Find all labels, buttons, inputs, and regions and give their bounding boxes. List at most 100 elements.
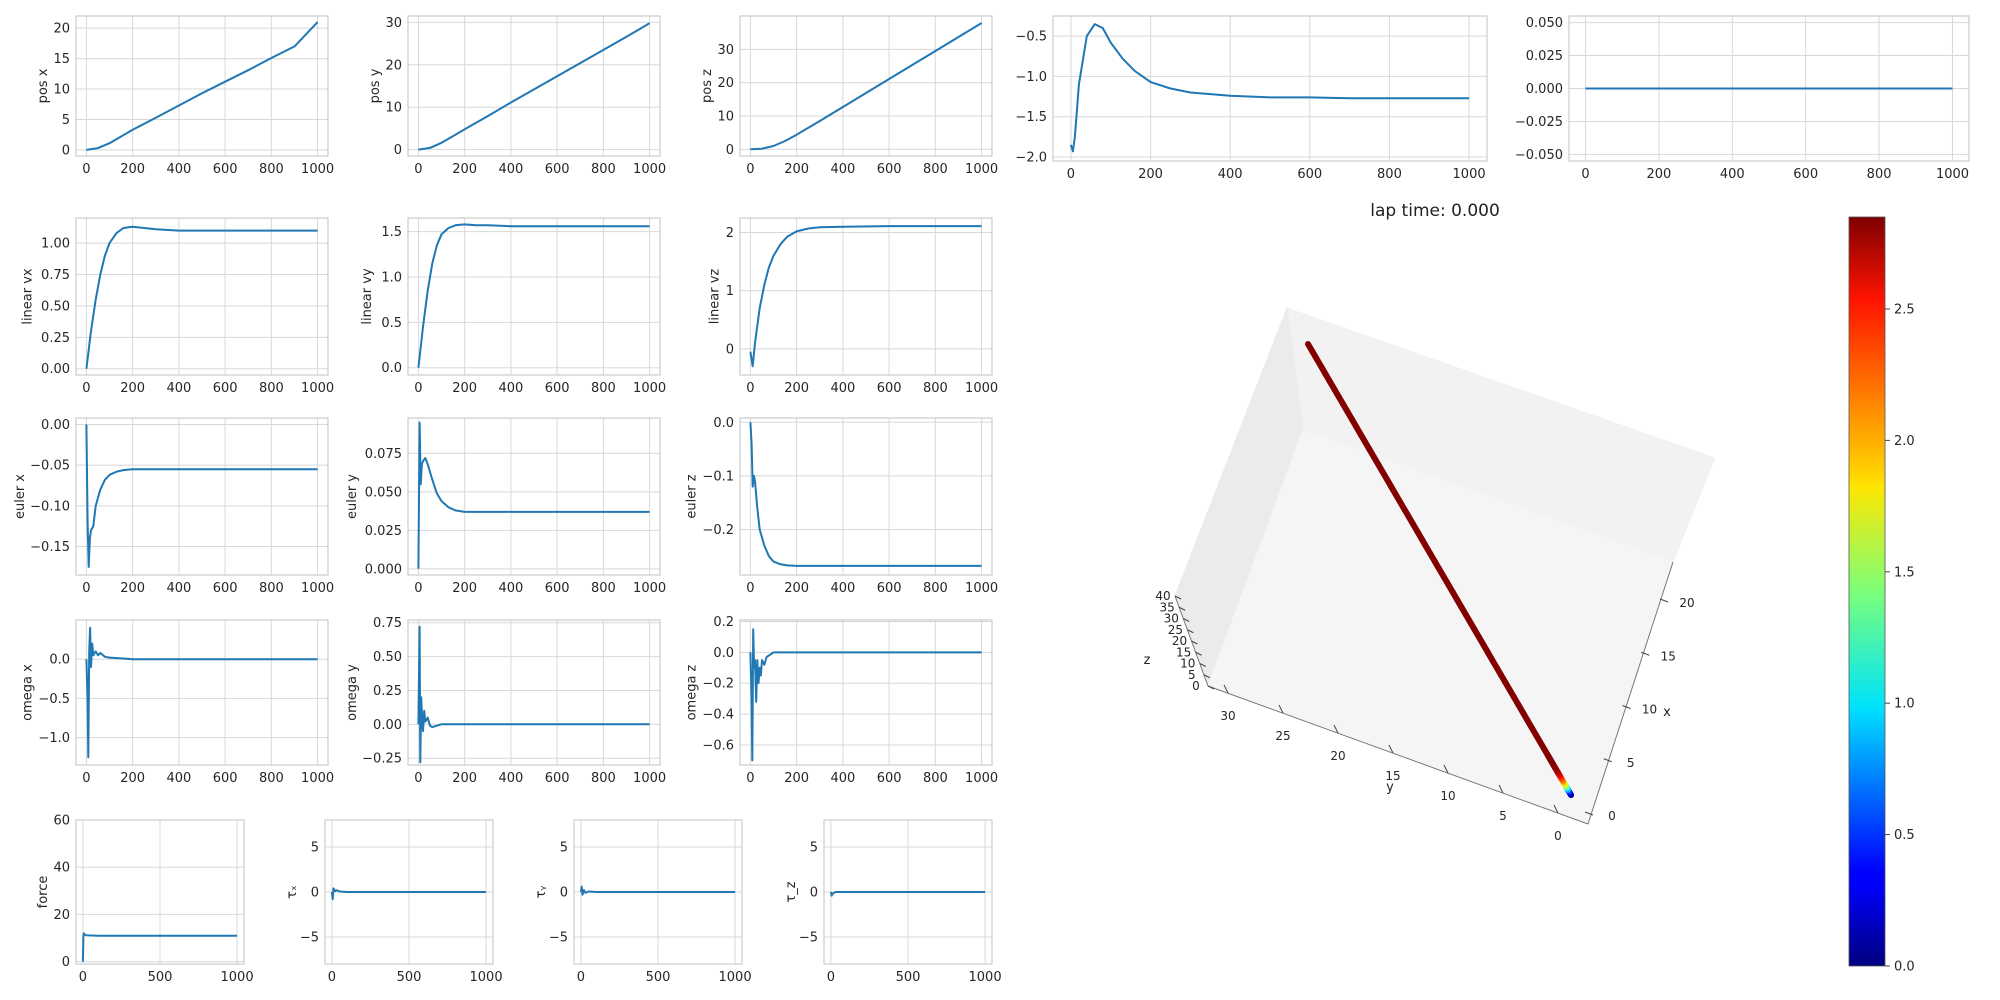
y-tick-label: 5 bbox=[810, 841, 818, 856]
y-tick-label: 10 bbox=[53, 83, 70, 98]
x-tick-label: 0 bbox=[82, 381, 90, 396]
x-tick-label: 1000 bbox=[633, 771, 666, 786]
y-tick-label: 0 bbox=[560, 886, 568, 901]
y-tick-label: 5 bbox=[560, 841, 568, 856]
y-tick-label: −0.050 bbox=[1515, 148, 1563, 163]
plot-area bbox=[76, 218, 328, 375]
x-tick-label: 0 bbox=[746, 162, 754, 177]
chart-linear-vx: 0 200 400 600 800 1000 0.00 0.25 0.50 0.75 1.00 lin… bbox=[21, 217, 334, 396]
x-tick-label: 0 bbox=[746, 581, 754, 596]
y-axis-label: linear vx bbox=[21, 268, 36, 325]
plot-frame bbox=[407, 417, 661, 576]
y-tick-label: 0 bbox=[1554, 829, 1562, 843]
y-tick-label: 20 bbox=[1330, 749, 1345, 763]
y-tick-label: −0.6 bbox=[702, 738, 734, 753]
y-axis-label: omega y bbox=[345, 664, 360, 721]
x-tick-label: 600 bbox=[1297, 167, 1322, 182]
x-tick-label: 400 bbox=[166, 162, 191, 177]
y-tick bbox=[1388, 744, 1394, 754]
x-tick-label: 400 bbox=[830, 162, 855, 177]
x-tick-label: 1000 bbox=[221, 970, 254, 985]
x-tick bbox=[1641, 651, 1650, 656]
y-tick-label: 1.00 bbox=[41, 237, 70, 252]
speed-colorbar: 0.0 0.5 1.0 1.5 2.0 2.5 bbox=[1848, 216, 1915, 975]
series-line bbox=[81, 932, 238, 962]
chart-omega-z: 0 200 400 600 800 1000 −0.6 −0.4 −0.2 0.0 0.2 omega… bbox=[685, 615, 999, 786]
x-tick-label: 600 bbox=[545, 162, 570, 177]
y-tick-label: 0.0 bbox=[713, 416, 734, 431]
y-tick-label: 0.75 bbox=[41, 268, 70, 283]
x-tick-label: 1000 bbox=[719, 970, 752, 985]
z-tick bbox=[1178, 606, 1186, 611]
z-tick bbox=[1199, 663, 1206, 667]
plot-area bbox=[740, 418, 992, 575]
z-tick-label: 35 bbox=[1159, 600, 1174, 614]
x-tick-label: 1000 bbox=[301, 581, 334, 596]
x-tick-label: 400 bbox=[498, 581, 523, 596]
x-tick bbox=[1603, 758, 1612, 763]
series-line bbox=[85, 225, 318, 369]
series-line bbox=[85, 424, 318, 568]
x-tick-label: 1000 bbox=[965, 381, 998, 396]
x-tick-label: 500 bbox=[397, 970, 422, 985]
x-tick-label: 400 bbox=[1720, 167, 1745, 182]
y-tick-label: 0.075 bbox=[365, 447, 402, 462]
chart-euler-z: 0 200 400 600 800 1000 −0.2 −0.1 0.0 euler z bbox=[685, 416, 999, 596]
y-tick-label: −0.2 bbox=[702, 523, 734, 538]
x-tick-label: 1000 bbox=[633, 581, 666, 596]
x-tick-label: 0 bbox=[82, 162, 90, 177]
y-tick-label: −0.05 bbox=[30, 459, 70, 474]
y-tick-label: 0.000 bbox=[365, 562, 402, 577]
x-tick-label: 800 bbox=[591, 381, 616, 396]
x-tick-label: 1000 bbox=[1936, 167, 1969, 182]
z-tick bbox=[1195, 651, 1202, 656]
x-tick-label: 1000 bbox=[965, 771, 998, 786]
y-tick-label: 15 bbox=[1385, 769, 1400, 783]
y-axis-label: omega z bbox=[685, 664, 700, 720]
chart-omega-y: 0 200 400 600 800 1000 −0.25 0.00 0.25 0.50 0.75 om… bbox=[345, 616, 666, 786]
series-line bbox=[750, 22, 983, 151]
y-tick-label: 30 bbox=[1220, 709, 1235, 723]
plot-area bbox=[76, 16, 328, 156]
chart-force: 0 500 1000 0 20 40 60 force bbox=[36, 814, 254, 986]
x-tick-label: 600 bbox=[213, 162, 238, 177]
y-axis-label: omega x bbox=[21, 664, 36, 721]
plot-frame bbox=[324, 819, 494, 965]
x-tick-label: 200 bbox=[1646, 167, 1671, 182]
chart-tau-y: 0 500 1000 −5 0 5 τᵧ bbox=[534, 819, 752, 985]
x-tick-label: 1000 bbox=[301, 381, 334, 396]
plot-frame bbox=[739, 619, 993, 766]
y-tick-label: −5 bbox=[799, 931, 818, 946]
y-axis-label: pos y bbox=[368, 68, 383, 103]
x-tick-label: 0 bbox=[414, 771, 422, 786]
y-tick-label: 10 bbox=[717, 110, 734, 125]
z-tick-label: 5 bbox=[1188, 668, 1196, 682]
x-tick-label: 800 bbox=[591, 771, 616, 786]
plot-frame bbox=[739, 217, 993, 376]
x-tick-label: 600 bbox=[545, 771, 570, 786]
plot-frame bbox=[407, 217, 661, 376]
y-tick-label: −0.4 bbox=[702, 708, 734, 723]
x-tick-label: 600 bbox=[1793, 167, 1818, 182]
chart-tau-x: 0 500 1000 −5 0 5 τₓ bbox=[285, 819, 503, 985]
y-axis-label: τᵧ bbox=[534, 886, 549, 899]
y-tick-label: 0.0 bbox=[713, 646, 734, 661]
y-tick-label: 0.5 bbox=[381, 316, 402, 331]
z-tick bbox=[1187, 629, 1194, 634]
colorbar-tick-label: 1.5 bbox=[1894, 565, 1915, 580]
y-tick bbox=[1443, 764, 1449, 774]
plot-area bbox=[408, 218, 660, 375]
chart-pos-x: 0 200 400 600 800 1000 0 5 10 15 20 pos x bbox=[36, 15, 334, 177]
x-tick bbox=[1584, 811, 1594, 816]
y-tick-label: 2 bbox=[726, 226, 734, 241]
series-line bbox=[749, 628, 982, 762]
series-line bbox=[829, 891, 986, 897]
x-tick-label: 200 bbox=[784, 581, 809, 596]
y-tick-label: 60 bbox=[53, 814, 70, 829]
colorbar-tick-label: 0.5 bbox=[1894, 828, 1915, 843]
x-tick-label: 500 bbox=[148, 970, 173, 985]
x-tick-label: 0 bbox=[82, 771, 90, 786]
y-tick-label: 20 bbox=[53, 908, 70, 923]
y-tick bbox=[1553, 804, 1559, 814]
x-tick-label: 800 bbox=[259, 771, 284, 786]
